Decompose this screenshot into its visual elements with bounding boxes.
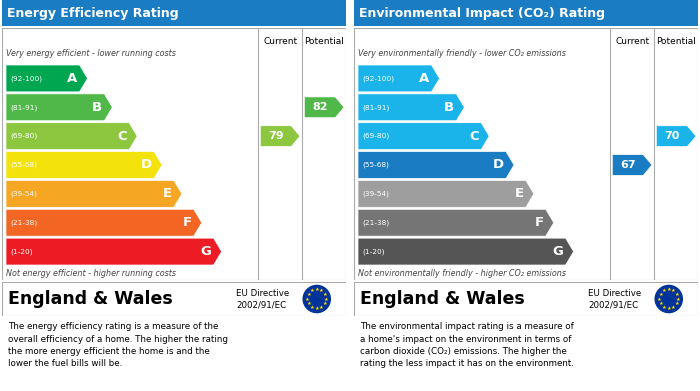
Polygon shape (6, 238, 222, 265)
Text: ★: ★ (305, 296, 310, 301)
Text: ★: ★ (671, 289, 676, 294)
Text: (1-20): (1-20) (362, 248, 384, 255)
Text: ★: ★ (319, 289, 324, 294)
Text: ★: ★ (314, 287, 319, 292)
Text: ★: ★ (314, 306, 319, 311)
Text: ★: ★ (323, 296, 328, 301)
Text: 70: 70 (664, 131, 680, 141)
Text: (69-80): (69-80) (362, 133, 389, 140)
Text: 79: 79 (268, 131, 284, 141)
Text: (55-68): (55-68) (10, 162, 37, 168)
Text: B: B (92, 101, 102, 114)
Polygon shape (358, 94, 464, 121)
Text: ★: ★ (323, 301, 327, 306)
Text: ★: ★ (666, 287, 671, 292)
Text: C: C (470, 130, 480, 143)
Text: (21-38): (21-38) (362, 219, 389, 226)
Polygon shape (6, 152, 162, 178)
Text: Potential: Potential (656, 38, 696, 47)
Text: (1-20): (1-20) (10, 248, 33, 255)
Polygon shape (358, 152, 514, 178)
Polygon shape (6, 123, 137, 150)
Text: ★: ★ (662, 305, 666, 310)
Text: ★: ★ (309, 305, 314, 310)
Polygon shape (657, 126, 696, 147)
Text: Environmental Impact (CO₂) Rating: Environmental Impact (CO₂) Rating (359, 7, 606, 20)
Text: E: E (162, 187, 172, 200)
Polygon shape (304, 97, 344, 118)
Text: C: C (118, 130, 127, 143)
Text: E: E (514, 187, 524, 200)
Text: ★: ★ (307, 292, 311, 297)
Text: ★: ★ (662, 289, 666, 294)
Polygon shape (6, 65, 88, 92)
Text: (92-100): (92-100) (10, 75, 42, 82)
Text: G: G (553, 245, 564, 258)
Text: A: A (67, 72, 78, 85)
Text: (69-80): (69-80) (10, 133, 37, 140)
Text: The energy efficiency rating is a measure of the
overall efficiency of a home. T: The energy efficiency rating is a measur… (8, 322, 228, 368)
Text: ★: ★ (309, 289, 314, 294)
Polygon shape (358, 123, 489, 150)
Polygon shape (6, 94, 112, 121)
Text: D: D (493, 158, 504, 172)
Text: Not energy efficient - higher running costs: Not energy efficient - higher running co… (6, 269, 176, 278)
Text: D: D (141, 158, 152, 172)
Text: ★: ★ (676, 296, 680, 301)
Text: Current: Current (615, 38, 649, 47)
Text: (81-91): (81-91) (10, 104, 37, 111)
Circle shape (302, 285, 331, 313)
Text: F: F (183, 216, 192, 229)
Text: ★: ★ (658, 292, 663, 297)
Text: ★: ★ (323, 292, 327, 297)
Text: (55-68): (55-68) (362, 162, 389, 168)
Text: EU Directive
2002/91/EC: EU Directive 2002/91/EC (588, 289, 641, 309)
Text: Potential: Potential (304, 38, 344, 47)
Text: Current: Current (263, 38, 298, 47)
Polygon shape (358, 180, 534, 207)
Text: G: G (201, 245, 211, 258)
Text: ★: ★ (307, 301, 311, 306)
Polygon shape (260, 126, 300, 147)
Text: ★: ★ (319, 305, 324, 310)
Text: (81-91): (81-91) (362, 104, 389, 111)
Text: The environmental impact rating is a measure of
a home's impact on the environme: The environmental impact rating is a mea… (360, 322, 574, 368)
Text: England & Wales: England & Wales (360, 290, 525, 308)
Text: F: F (535, 216, 544, 229)
Polygon shape (612, 154, 652, 176)
Text: Energy Efficiency Rating: Energy Efficiency Rating (7, 7, 178, 20)
Text: ★: ★ (674, 292, 679, 297)
Text: England & Wales: England & Wales (8, 290, 173, 308)
Circle shape (654, 285, 683, 313)
Text: Very environmentally friendly - lower CO₂ emissions: Very environmentally friendly - lower CO… (358, 50, 566, 59)
Text: (39-54): (39-54) (362, 190, 389, 197)
Text: Very energy efficient - lower running costs: Very energy efficient - lower running co… (6, 50, 176, 59)
Text: ★: ★ (671, 305, 676, 310)
Text: EU Directive
2002/91/EC: EU Directive 2002/91/EC (236, 289, 289, 309)
Polygon shape (358, 65, 440, 92)
Text: 82: 82 (312, 102, 328, 112)
Text: 67: 67 (620, 160, 636, 170)
Text: A: A (419, 72, 430, 85)
Polygon shape (358, 209, 554, 236)
Polygon shape (358, 238, 573, 265)
Text: ★: ★ (674, 301, 679, 306)
Text: ★: ★ (666, 306, 671, 311)
Text: B: B (444, 101, 454, 114)
Text: ★: ★ (658, 301, 663, 306)
Text: (92-100): (92-100) (362, 75, 394, 82)
Polygon shape (6, 180, 182, 207)
Text: Not environmentally friendly - higher CO₂ emissions: Not environmentally friendly - higher CO… (358, 269, 566, 278)
Polygon shape (6, 209, 202, 236)
Text: ★: ★ (657, 296, 662, 301)
Text: (39-54): (39-54) (10, 190, 37, 197)
Text: (21-38): (21-38) (10, 219, 37, 226)
